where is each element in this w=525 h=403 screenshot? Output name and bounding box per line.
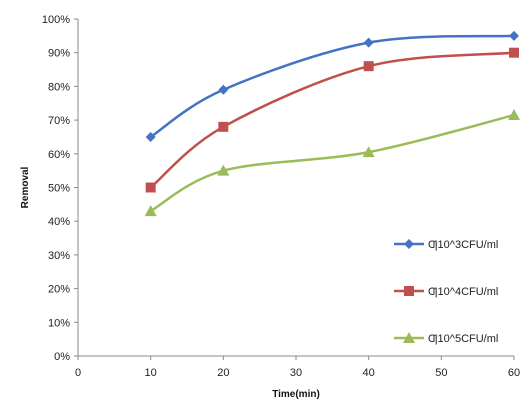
- x-tick-label: 20: [217, 367, 229, 379]
- y-tick-label: 20%: [48, 284, 70, 296]
- y-tick-label: 30%: [48, 250, 70, 262]
- x-tick-label: 50: [435, 367, 447, 379]
- x-tick-label: 0: [75, 367, 81, 379]
- y-tick-label: 40%: [48, 216, 70, 228]
- x-tick-label: 10: [145, 367, 157, 379]
- data-point: [217, 164, 230, 176]
- data-point: [218, 84, 229, 95]
- y-axis-title: Removal: [20, 166, 31, 208]
- data-point: [509, 47, 519, 58]
- y-tick-label: 0%: [54, 351, 70, 363]
- legend-entry: Ƣ10^4CFU/ml: [394, 286, 498, 298]
- legend-label: Ƣ10^3CFU/ml: [428, 239, 498, 251]
- y-tick-label: 60%: [48, 149, 70, 161]
- axes: 0% 10% 20% 30% 40% 50% 60% 70% 80% 90% 100% 0 10 20 30…: [42, 14, 520, 379]
- legend-entry: Ƣ10^3CFU/ml: [394, 239, 498, 251]
- series-3: [144, 109, 520, 217]
- x-tick-label: 40: [363, 367, 375, 379]
- y-tick-label: 80%: [48, 81, 70, 93]
- data-point: [363, 61, 374, 72]
- data-point: [509, 30, 519, 41]
- data-point: [218, 121, 229, 132]
- legend-label: Ƣ10^5CFU/ml: [428, 333, 498, 345]
- series-2: [145, 47, 519, 193]
- legend-marker: [403, 332, 415, 343]
- series-line: [149, 51, 515, 189]
- x-tick-label: 60: [508, 367, 520, 379]
- data-point: [145, 182, 156, 193]
- x-tick-label: 30: [290, 367, 302, 379]
- y-tick-label: 10%: [48, 317, 70, 329]
- data-point: [145, 131, 156, 142]
- legend-marker: [404, 286, 414, 296]
- legend-label: Ƣ10^4CFU/ml: [428, 286, 498, 298]
- series-1: [145, 30, 519, 142]
- x-axis-title: Time(min): [272, 389, 320, 400]
- y-tick-label: 100%: [42, 14, 70, 26]
- data-point: [362, 146, 375, 158]
- y-tick-label: 50%: [48, 183, 70, 195]
- series-line: [150, 113, 515, 213]
- legend: Ƣ10^3CFU/ml Ƣ10^4CFU/ml Ƣ10^5CFU/ml: [394, 239, 498, 345]
- series-line: [149, 34, 515, 138]
- legend-marker: [404, 239, 414, 249]
- y-tick-label: 90%: [48, 48, 70, 60]
- y-tick-label: 70%: [48, 115, 70, 127]
- series-layer: [144, 30, 520, 217]
- data-point: [363, 37, 374, 48]
- data-point: [144, 205, 157, 217]
- legend-entry: Ƣ10^5CFU/ml: [394, 332, 498, 345]
- data-point: [508, 109, 520, 121]
